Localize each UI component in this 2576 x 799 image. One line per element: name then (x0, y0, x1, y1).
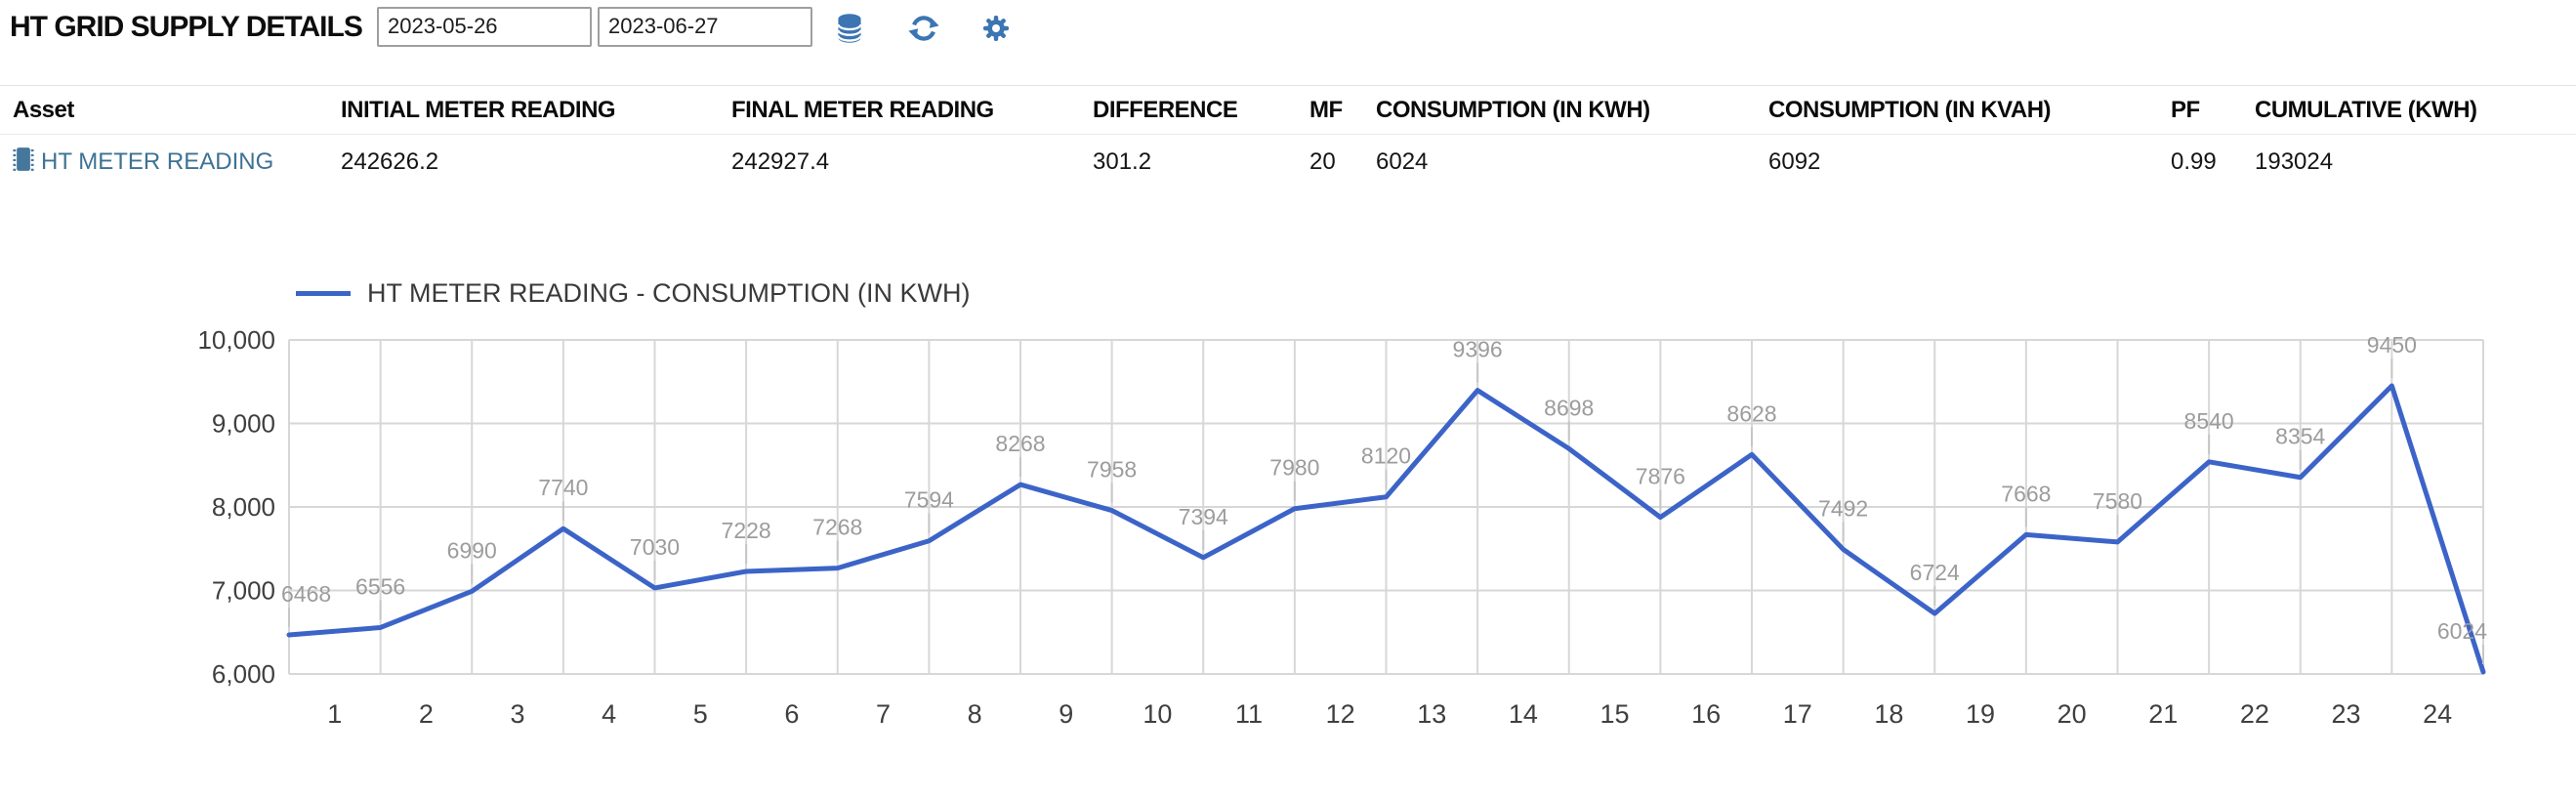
page-title: HT GRID SUPPLY DETAILS (10, 11, 363, 43)
cell-difference: 301.2 (1093, 148, 1152, 176)
cell-consumption-kvah: 6092 (1768, 148, 1821, 176)
svg-text:6724: 6724 (1910, 560, 1960, 585)
svg-text:3: 3 (511, 699, 525, 729)
svg-text:16: 16 (1691, 699, 1721, 729)
svg-text:6,000: 6,000 (212, 659, 275, 689)
svg-text:22: 22 (2240, 699, 2269, 729)
svg-text:18: 18 (1874, 699, 1903, 729)
svg-text:10: 10 (1143, 699, 1172, 729)
svg-text:7492: 7492 (1818, 495, 1868, 521)
col-header-pf: PF (2171, 85, 2255, 135)
legend-line-swatch (296, 290, 351, 296)
svg-text:15: 15 (1600, 699, 1630, 729)
cell-initial-meter-reading: 242626.2 (341, 148, 439, 176)
svg-text:19: 19 (1966, 699, 1995, 729)
svg-text:7594: 7594 (904, 487, 954, 513)
col-header-asset: Asset (0, 85, 341, 135)
cell-consumption-kwh: 6024 (1376, 148, 1429, 176)
svg-text:6024: 6024 (2437, 618, 2487, 644)
svg-text:11: 11 (1235, 699, 1263, 729)
svg-text:23: 23 (2332, 699, 2361, 729)
svg-text:6990: 6990 (447, 537, 497, 563)
svg-text:21: 21 (2148, 699, 2178, 729)
svg-text:8120: 8120 (1361, 443, 1411, 469)
svg-text:1: 1 (327, 699, 342, 729)
legend-label: HT METER READING - CONSUMPTION (IN KWH) (367, 277, 971, 308)
col-header-mf: MF (1309, 85, 1376, 135)
svg-text:7394: 7394 (1179, 504, 1228, 529)
svg-text:12: 12 (1326, 699, 1355, 729)
svg-text:8268: 8268 (995, 431, 1045, 456)
date-from-input[interactable] (377, 7, 592, 47)
svg-text:7580: 7580 (2093, 488, 2142, 514)
svg-text:8540: 8540 (2184, 408, 2234, 434)
svg-text:7: 7 (876, 699, 891, 729)
refresh-icon[interactable] (908, 13, 939, 44)
svg-text:5: 5 (693, 699, 708, 729)
col-header-difference: DIFFERENCE (1093, 85, 1309, 135)
svg-text:7668: 7668 (2001, 481, 2051, 506)
svg-text:9,000: 9,000 (212, 409, 275, 439)
svg-text:8,000: 8,000 (212, 492, 275, 522)
table-row: HT METER READING 242626.2 242927.4 301.2… (0, 135, 2576, 190)
svg-text:8354: 8354 (2275, 424, 2325, 449)
svg-text:9: 9 (1059, 699, 1073, 729)
svg-text:4: 4 (602, 699, 616, 729)
supply-details-table: Asset INITIAL METER READING FINAL METER … (0, 85, 2576, 190)
svg-text:10,000: 10,000 (197, 325, 275, 355)
svg-text:17: 17 (1783, 699, 1812, 729)
cell-final-meter-reading: 242927.4 (731, 148, 830, 176)
svg-text:7980: 7980 (1269, 455, 1319, 481)
svg-text:8628: 8628 (1726, 400, 1776, 426)
svg-text:7876: 7876 (1636, 464, 1685, 489)
date-to-input[interactable] (598, 7, 812, 47)
svg-text:9450: 9450 (2367, 332, 2417, 357)
svg-text:2: 2 (419, 699, 434, 729)
svg-text:20: 20 (2057, 699, 2087, 729)
col-header-consumption-kwh: CONSUMPTION (IN KWH) (1376, 85, 1768, 135)
svg-text:6: 6 (784, 699, 799, 729)
svg-text:7268: 7268 (812, 515, 862, 540)
svg-text:7740: 7740 (538, 475, 588, 500)
col-header-initial-meter-reading: INITIAL METER READING (341, 85, 731, 135)
svg-text:6468: 6468 (281, 581, 331, 607)
col-header-consumption-kvah: CONSUMPTION (IN KVAH) (1768, 85, 2171, 135)
svg-text:6556: 6556 (355, 573, 405, 599)
svg-text:8: 8 (968, 699, 982, 729)
meter-chip-icon (13, 145, 34, 181)
svg-text:13: 13 (1417, 699, 1446, 729)
asset-link[interactable]: HT METER READING (41, 148, 274, 176)
svg-text:14: 14 (1509, 699, 1538, 729)
svg-text:7,000: 7,000 (212, 576, 275, 606)
cell-pf: 0.99 (2171, 148, 2217, 176)
database-icon[interactable] (834, 13, 865, 44)
cell-mf: 20 (1309, 148, 1336, 176)
gear-icon[interactable] (980, 13, 1012, 44)
svg-text:8698: 8698 (1544, 395, 1594, 420)
cell-cumulative-kwh: 193024 (2255, 148, 2334, 176)
table-header-row: Asset INITIAL METER READING FINAL METER … (0, 85, 2576, 135)
svg-text:24: 24 (2423, 699, 2452, 729)
chart-legend: HT METER READING - CONSUMPTION (IN KWH) (296, 276, 971, 310)
col-header-final-meter-reading: FINAL METER READING (731, 85, 1093, 135)
svg-text:9396: 9396 (1453, 337, 1503, 362)
col-header-cumulative-kwh: CUMULATIVE (KWH) (2255, 85, 2576, 135)
svg-text:7958: 7958 (1087, 457, 1137, 483)
svg-text:7030: 7030 (630, 534, 680, 560)
svg-text:7228: 7228 (722, 518, 771, 543)
